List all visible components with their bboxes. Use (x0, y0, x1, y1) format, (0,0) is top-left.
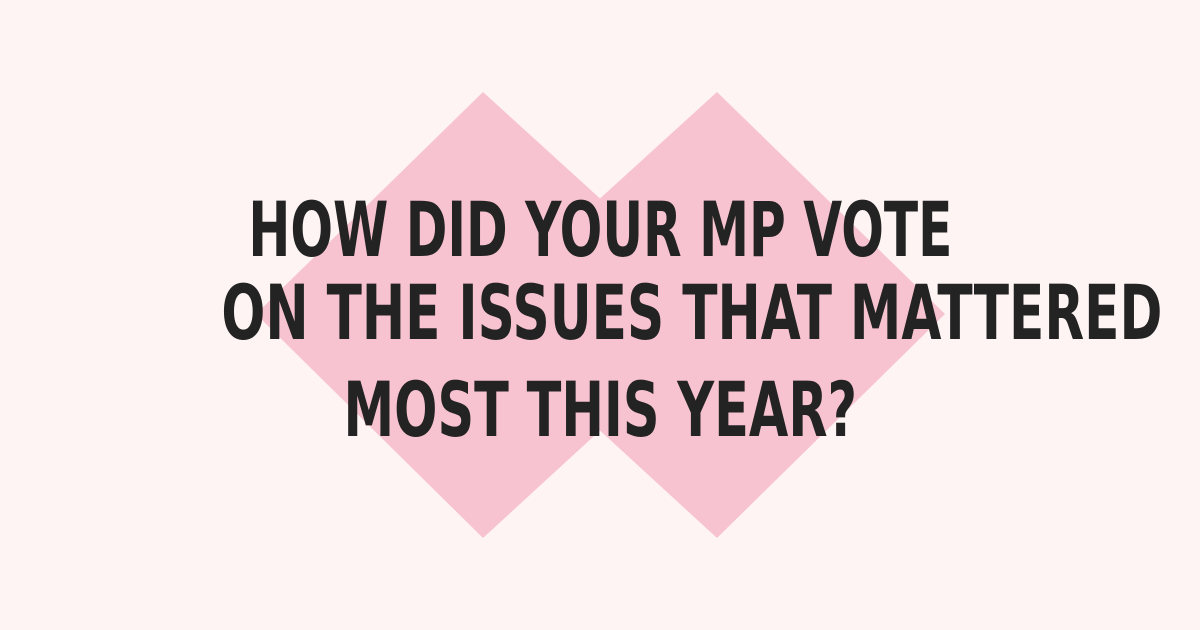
headline-line-2: ON THE ISSUES THAT MATTERED (0, 263, 1200, 363)
headline-line-1: HOW DID YOUR MP VOTE (0, 180, 1200, 280)
headline-line-3: MOST THIS YEAR? (0, 360, 1200, 460)
headline-line-3-text: MOST THIS YEAR? (343, 365, 857, 454)
headline-line-1-text: HOW DID YOUR MP VOTE (247, 185, 952, 274)
headline-line-2-text: ON THE ISSUES THAT MATTERED (221, 268, 1163, 357)
cross-right-diamond (473, 92, 945, 538)
